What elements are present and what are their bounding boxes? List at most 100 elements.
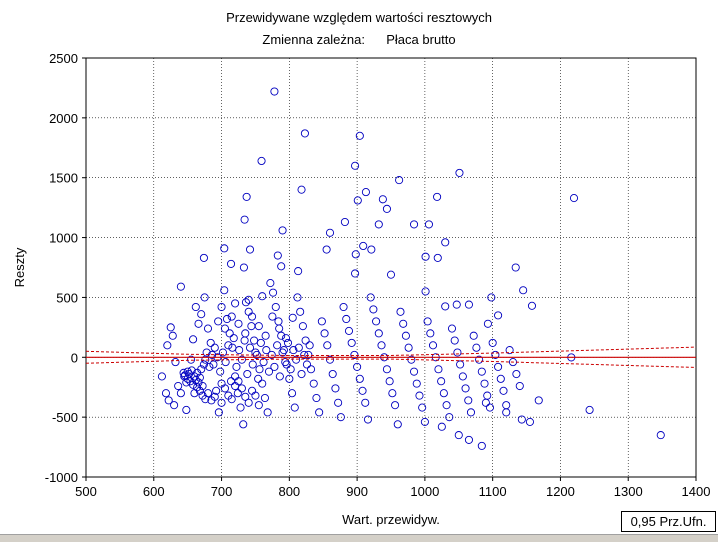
data-point <box>527 301 537 310</box>
data-point <box>182 378 191 387</box>
data-point <box>198 391 207 400</box>
data-point <box>475 355 484 364</box>
data-point <box>494 362 503 371</box>
data-point <box>229 334 238 343</box>
data-point <box>287 389 297 398</box>
data-point <box>441 238 450 247</box>
confidence-level-badge: 0,95 Prz.Ufn. <box>621 511 716 532</box>
data-point <box>464 300 473 309</box>
data-point <box>251 391 260 400</box>
data-point <box>237 384 246 393</box>
data-point <box>340 217 349 227</box>
data-point <box>374 329 383 338</box>
data-point <box>420 417 429 426</box>
data-point <box>534 396 543 405</box>
data-point <box>304 350 313 359</box>
data-point <box>236 403 245 412</box>
data-point <box>351 161 360 170</box>
y-tick-label: 500 <box>56 290 78 305</box>
data-point <box>439 389 448 398</box>
data-point <box>302 360 312 369</box>
data-point <box>445 413 454 422</box>
y-tick-label: -1000 <box>45 470 78 485</box>
data-point <box>216 367 225 376</box>
data-point <box>294 343 303 352</box>
data-point <box>312 393 321 403</box>
data-point <box>361 188 370 197</box>
data-point <box>278 226 287 235</box>
data-point <box>421 252 430 261</box>
data-point <box>488 338 497 347</box>
data-point <box>306 365 316 374</box>
data-point <box>424 220 434 229</box>
data-point <box>525 417 534 426</box>
data-point <box>269 288 278 297</box>
data-point <box>235 346 244 355</box>
data-point <box>258 379 267 388</box>
data-point <box>198 381 207 391</box>
data-point <box>166 323 175 332</box>
data-point <box>275 372 284 381</box>
data-point <box>189 335 198 344</box>
data-point <box>412 379 421 388</box>
data-point <box>277 262 286 271</box>
data-point <box>585 405 594 415</box>
data-point <box>244 295 253 304</box>
data-point <box>300 350 309 359</box>
data-point <box>315 408 324 417</box>
data-point <box>433 192 442 201</box>
data-point <box>491 350 500 359</box>
data-point <box>485 403 495 412</box>
data-point <box>279 346 288 355</box>
data-point <box>227 395 236 404</box>
data-point <box>355 374 364 383</box>
data-point <box>168 331 177 340</box>
data-point <box>301 336 310 345</box>
data-point <box>298 322 307 331</box>
data-point <box>259 358 268 367</box>
y-tick-label: 1000 <box>49 231 78 246</box>
data-point <box>286 365 295 374</box>
data-point <box>207 396 216 405</box>
data-point <box>283 338 293 347</box>
data-point <box>245 245 255 254</box>
data-point <box>233 389 242 398</box>
data-point <box>325 355 335 364</box>
data-point <box>367 245 376 254</box>
data-point <box>241 298 251 307</box>
data-point <box>483 391 492 400</box>
data-point <box>388 389 397 398</box>
data-point <box>519 286 528 295</box>
data-point <box>163 341 172 350</box>
data-point <box>395 176 404 185</box>
data-point <box>260 393 269 403</box>
data-point <box>234 319 243 328</box>
data-point <box>264 367 274 376</box>
data-point <box>191 302 200 312</box>
data-point <box>464 435 473 444</box>
data-point <box>496 374 505 383</box>
status-strip <box>0 534 718 542</box>
x-tick-label: 1400 <box>682 484 711 499</box>
data-point <box>426 329 435 338</box>
data-point <box>268 312 277 321</box>
data-point <box>194 319 203 328</box>
data-point <box>288 313 297 322</box>
data-point <box>199 253 208 262</box>
x-tick-label: 1300 <box>614 484 643 499</box>
data-point <box>472 343 481 352</box>
data-point <box>294 267 303 276</box>
data-point <box>197 310 206 319</box>
data-point <box>254 322 263 331</box>
data-point <box>209 360 218 369</box>
data-point <box>232 362 241 371</box>
data-point <box>170 401 179 410</box>
data-point <box>428 341 438 350</box>
data-point <box>239 263 248 272</box>
data-point <box>366 293 375 302</box>
data-point <box>197 365 206 374</box>
data-point <box>351 269 360 278</box>
data-point <box>466 408 476 417</box>
data-point <box>199 360 208 369</box>
data-point <box>278 348 287 357</box>
